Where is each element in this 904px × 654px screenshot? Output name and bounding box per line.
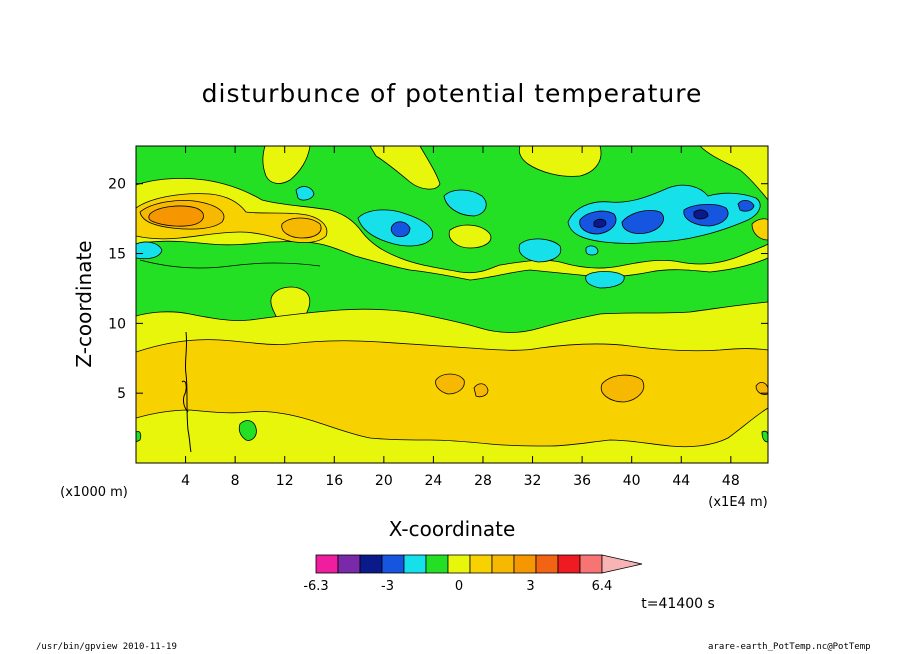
x-tick-label: 44 [672, 473, 690, 489]
field-blue-1 [390, 221, 411, 238]
field-orange-cell-2 [473, 383, 489, 398]
y-axis-label: Z-coordinate [72, 240, 96, 367]
x-tick-label: 24 [424, 473, 442, 489]
field-contour-wave [139, 259, 321, 269]
colorbar-tick-label: -3 [381, 579, 394, 594]
field-green-patch-2 [136, 431, 142, 443]
field-blue-3 [621, 210, 664, 234]
field-yellow-top-left [262, 146, 311, 184]
field-warm-core-2 [281, 217, 322, 239]
y-tick-label: 10 [108, 316, 126, 332]
field-cyan-3 [518, 238, 562, 263]
time-label: t=41400 s [641, 596, 715, 612]
x-unit-right: (x1E4 m) [708, 495, 767, 510]
field-orange-cell-3 [600, 374, 645, 403]
colorbar-swatch [447, 554, 471, 574]
field-yellow-blob-2 [448, 224, 492, 249]
colorbar-swatch [513, 554, 537, 574]
x-tick-label: 12 [276, 473, 294, 489]
field-cyan-2 [443, 189, 487, 217]
plot-frame [135, 145, 769, 464]
x-tick-label: 40 [623, 473, 641, 489]
field-blue-5 [737, 200, 755, 212]
colorbar-swatch [557, 554, 581, 574]
field-yellow-top-right [518, 146, 602, 177]
colorbar-swatch [403, 554, 427, 574]
colorbar-swatch [491, 554, 515, 574]
field-green-patch-1 [238, 420, 257, 441]
field-cyan-4 [295, 186, 315, 201]
x-tick-label: 28 [474, 473, 492, 489]
colorbar-swatch [535, 554, 559, 574]
colorbar-swatch [337, 554, 361, 574]
x-axis-label: X-coordinate [389, 517, 516, 541]
colorbar-swatch [425, 554, 449, 574]
y-tick-label: 15 [108, 247, 126, 263]
colorbar-tick-labels: -6.3 -3 0 3 6.4 [303, 579, 612, 594]
field-contour-spike-2 [181, 380, 189, 413]
x-tick-label: 20 [375, 473, 393, 489]
colorbar-arrow [601, 554, 643, 574]
footer-right: arare-earth_PotTemp.nc@PotTemp [708, 642, 871, 652]
x-tick-label: 32 [524, 473, 542, 489]
colorbar-swatch [315, 554, 339, 574]
colorbar [315, 554, 643, 574]
field-cyan-5 [136, 241, 163, 260]
colorbar-swatch [469, 554, 493, 574]
field-darkblue-2 [693, 209, 709, 220]
colorbar-swatch [579, 554, 603, 574]
x-tick-label: 8 [231, 473, 240, 489]
field-warm-right-edge [751, 218, 768, 241]
field-green-patch-3 [761, 430, 768, 443]
y-tick-label: 5 [117, 386, 126, 402]
footer-left: /usr/bin/gpview 2010-11-19 [36, 642, 177, 652]
x-tick-label: 4 [181, 473, 190, 489]
field-cyan-small-1 [585, 271, 625, 289]
field-cyan-big [567, 184, 761, 244]
field-hot-core [148, 205, 204, 227]
field-yellow-ridge [699, 146, 768, 201]
x-axis-ticks: 4 8 12 16 20 24 28 32 36 40 44 48 [181, 146, 740, 489]
colorbar-tick-label: -6.3 [303, 579, 328, 594]
field-darkblue-1 [593, 218, 607, 228]
x-tick-label: 48 [722, 473, 740, 489]
colorbar-tick-label: 6.4 [592, 579, 613, 594]
field-yellow-top-mid [369, 146, 441, 190]
field-orange-cell-1 [435, 373, 465, 395]
colorbar-tick-label: 3 [526, 579, 534, 594]
x-tick-label: 36 [573, 473, 591, 489]
field-contour-spike [184, 331, 192, 453]
colorbar-swatch [359, 554, 383, 574]
y-axis-ticks: 5 10 15 20 [108, 177, 768, 402]
field-cyan-small-2 [585, 245, 599, 256]
contour-field [136, 146, 768, 463]
field-orange-cell-4 [755, 382, 768, 395]
colorbar-swatch [381, 554, 405, 574]
chart-title: disturbunce of potential temperature [202, 79, 703, 108]
x-unit-left: (x1000 m) [60, 485, 128, 500]
x-tick-label: 16 [325, 473, 343, 489]
y-tick-label: 20 [108, 177, 126, 193]
colorbar-tick-label: 0 [455, 579, 463, 594]
